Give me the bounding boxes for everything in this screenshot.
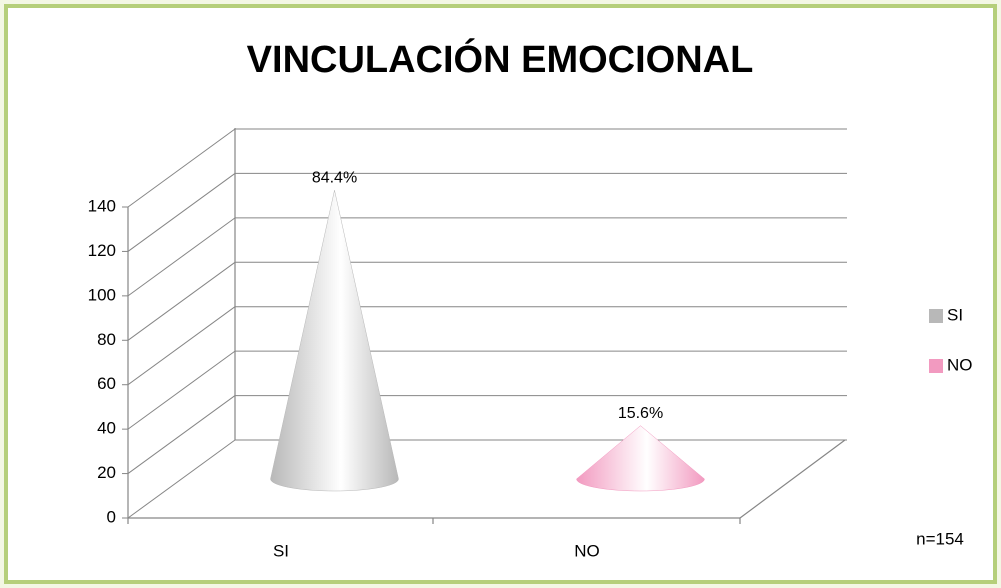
grid-line (127, 261, 236, 341)
floor-edge (739, 439, 846, 519)
legend-label: SI (947, 305, 963, 324)
y-tick-label: 60 (97, 374, 116, 393)
grid-line (127, 173, 236, 252)
grid-line (127, 128, 236, 208)
legend-swatch (929, 309, 943, 323)
y-tick-label: 40 (97, 419, 116, 438)
chart-frame (4, 4, 997, 584)
y-tick-label: 120 (88, 241, 116, 260)
grid-line (127, 350, 236, 430)
grid-line (127, 306, 236, 386)
y-tick-label: 0 (107, 507, 116, 526)
grid-line (127, 439, 236, 519)
data-label: 84.4% (312, 169, 357, 186)
y-tick-label: 80 (97, 330, 116, 349)
grid-line (127, 217, 236, 297)
legend-label: NO (947, 355, 973, 374)
y-tick-label: 140 (88, 196, 116, 215)
cone (270, 190, 399, 492)
data-label: 15.6% (618, 405, 663, 422)
chart-title: VINCULACIÓN EMOCIONAL (247, 37, 754, 81)
grid-line (127, 395, 236, 474)
y-tick-label: 100 (88, 285, 116, 304)
legend-swatch (929, 359, 943, 373)
annotation: n=154 (916, 529, 964, 548)
axis-frame (127, 128, 846, 524)
cone (576, 425, 705, 492)
x-tick-label: SI (273, 541, 289, 560)
y-tick-label: 20 (97, 463, 116, 482)
x-tick-label: NO (574, 541, 600, 560)
